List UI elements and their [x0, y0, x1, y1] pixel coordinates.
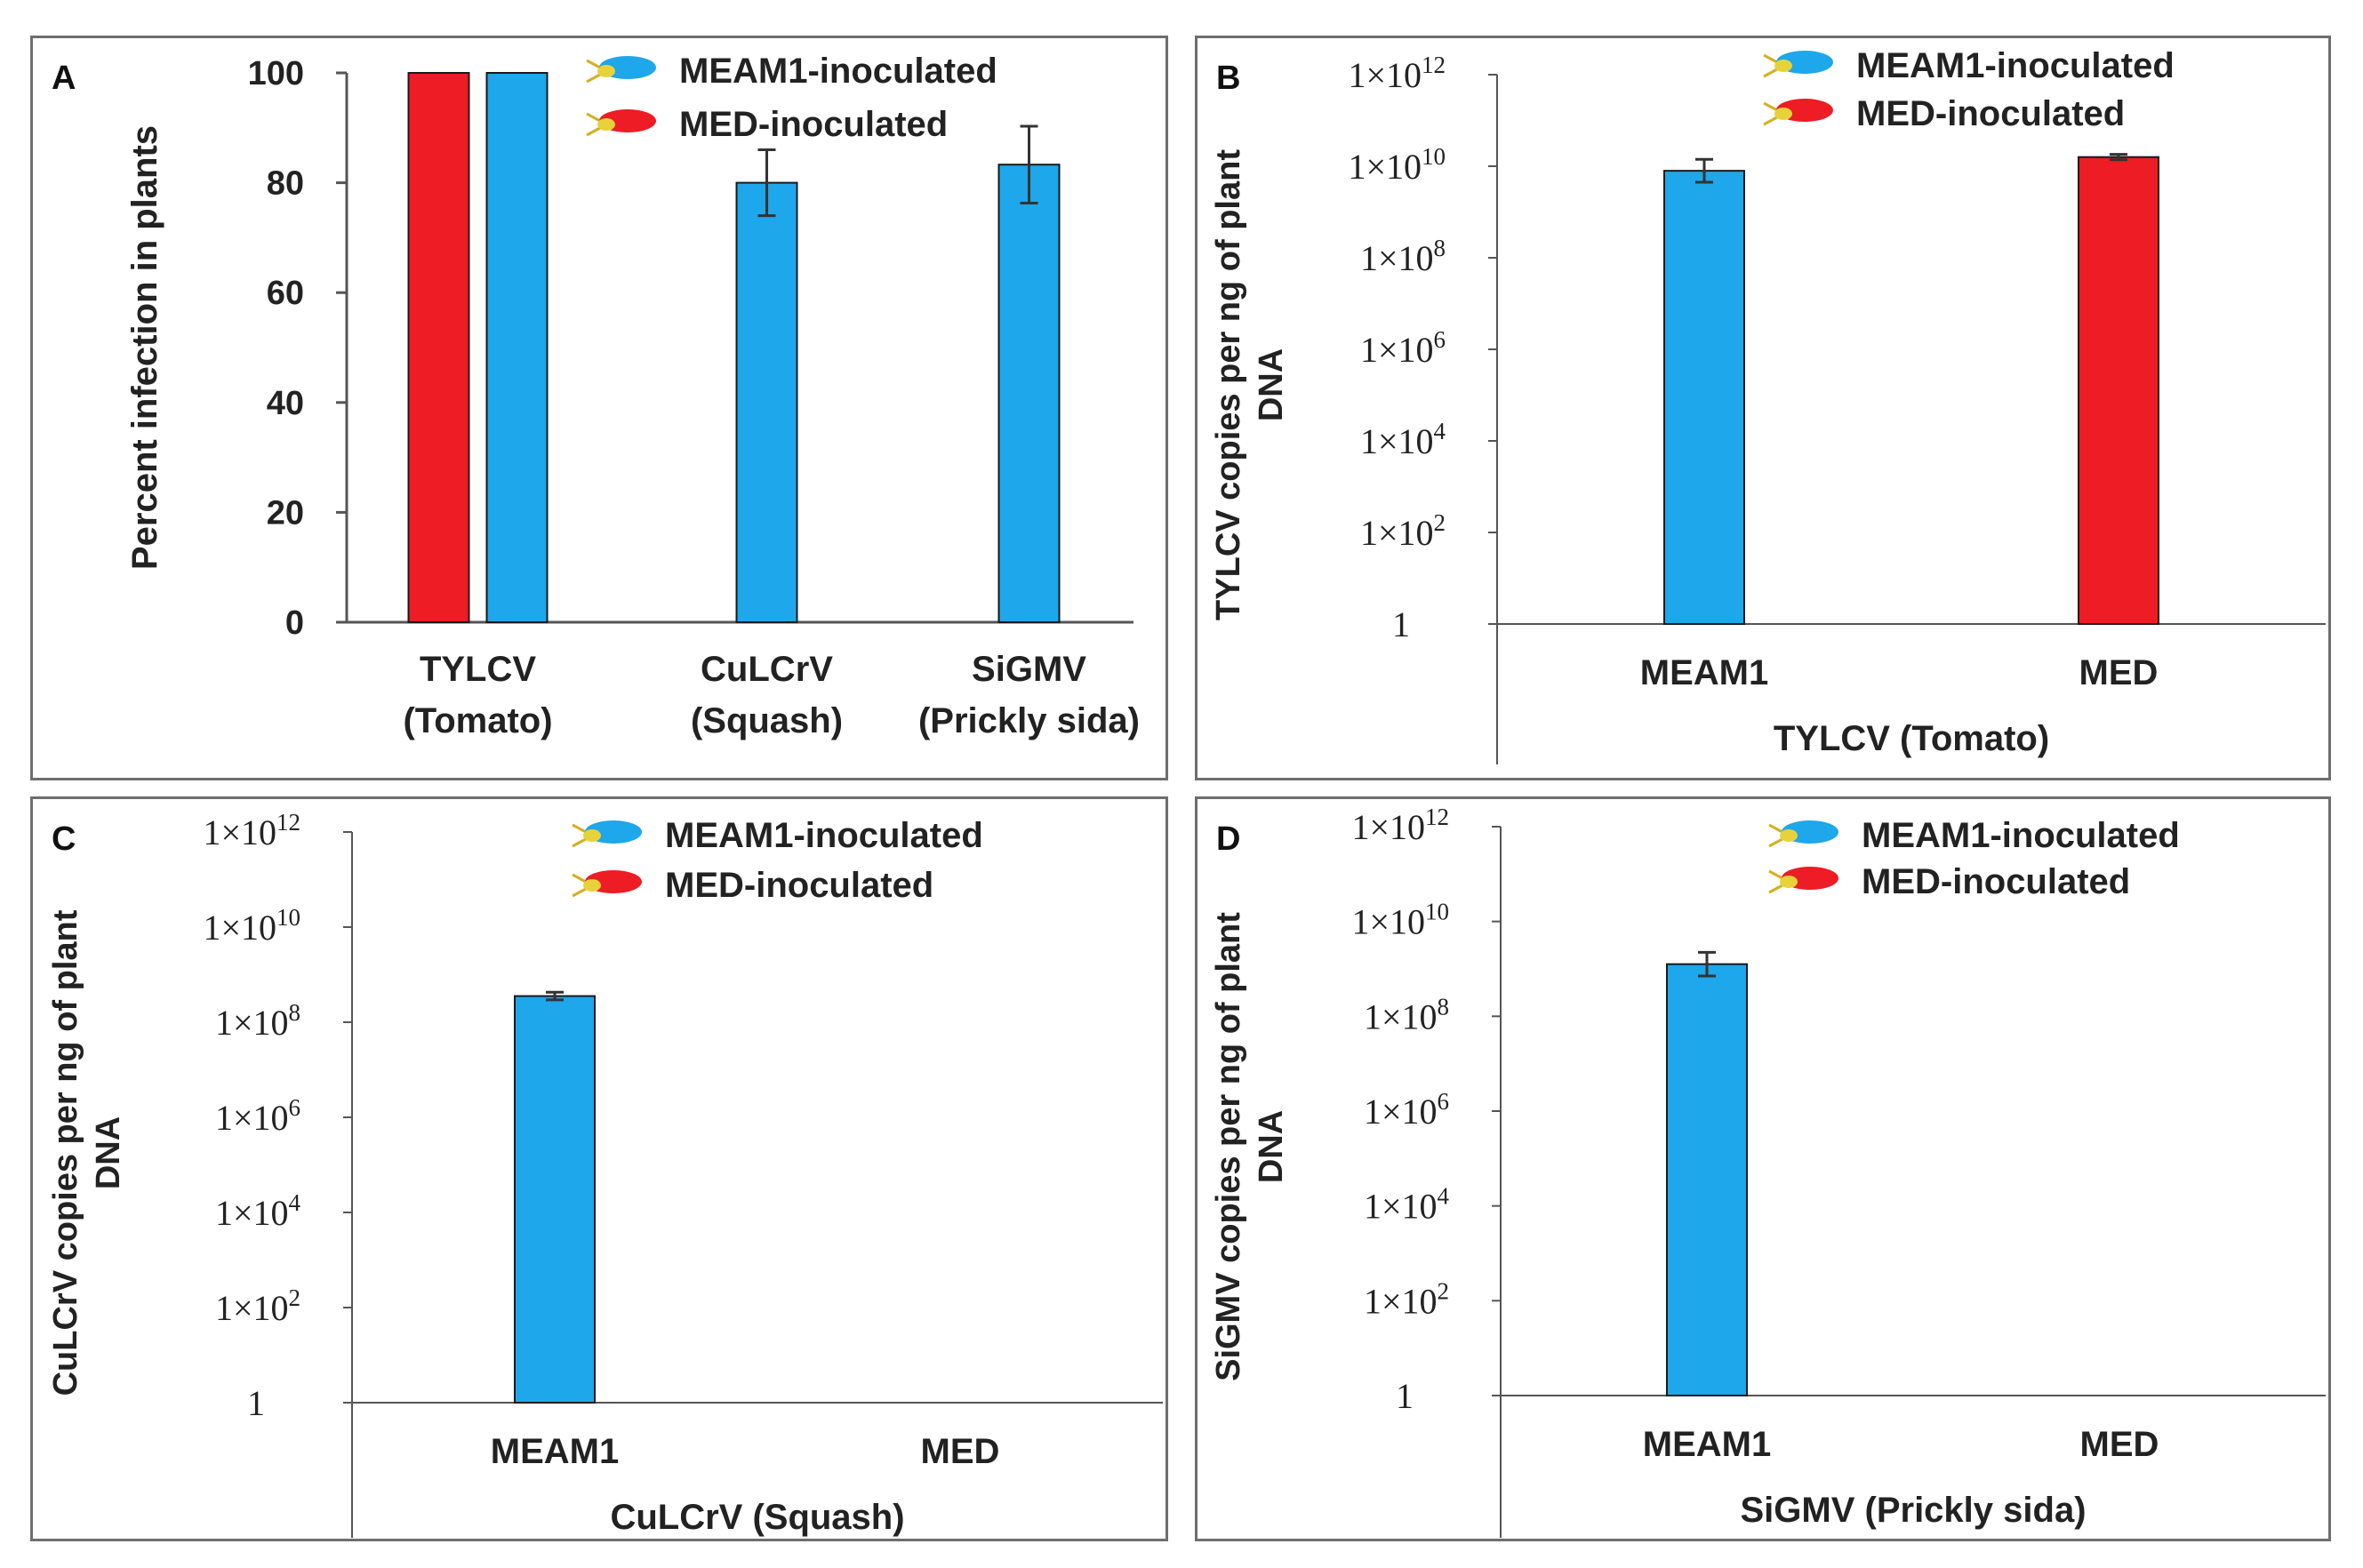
- panel-b: [1195, 36, 2331, 780]
- panel-c: [30, 796, 1168, 1541]
- panel-a: [30, 36, 1168, 780]
- panel-d: [1195, 796, 2331, 1541]
